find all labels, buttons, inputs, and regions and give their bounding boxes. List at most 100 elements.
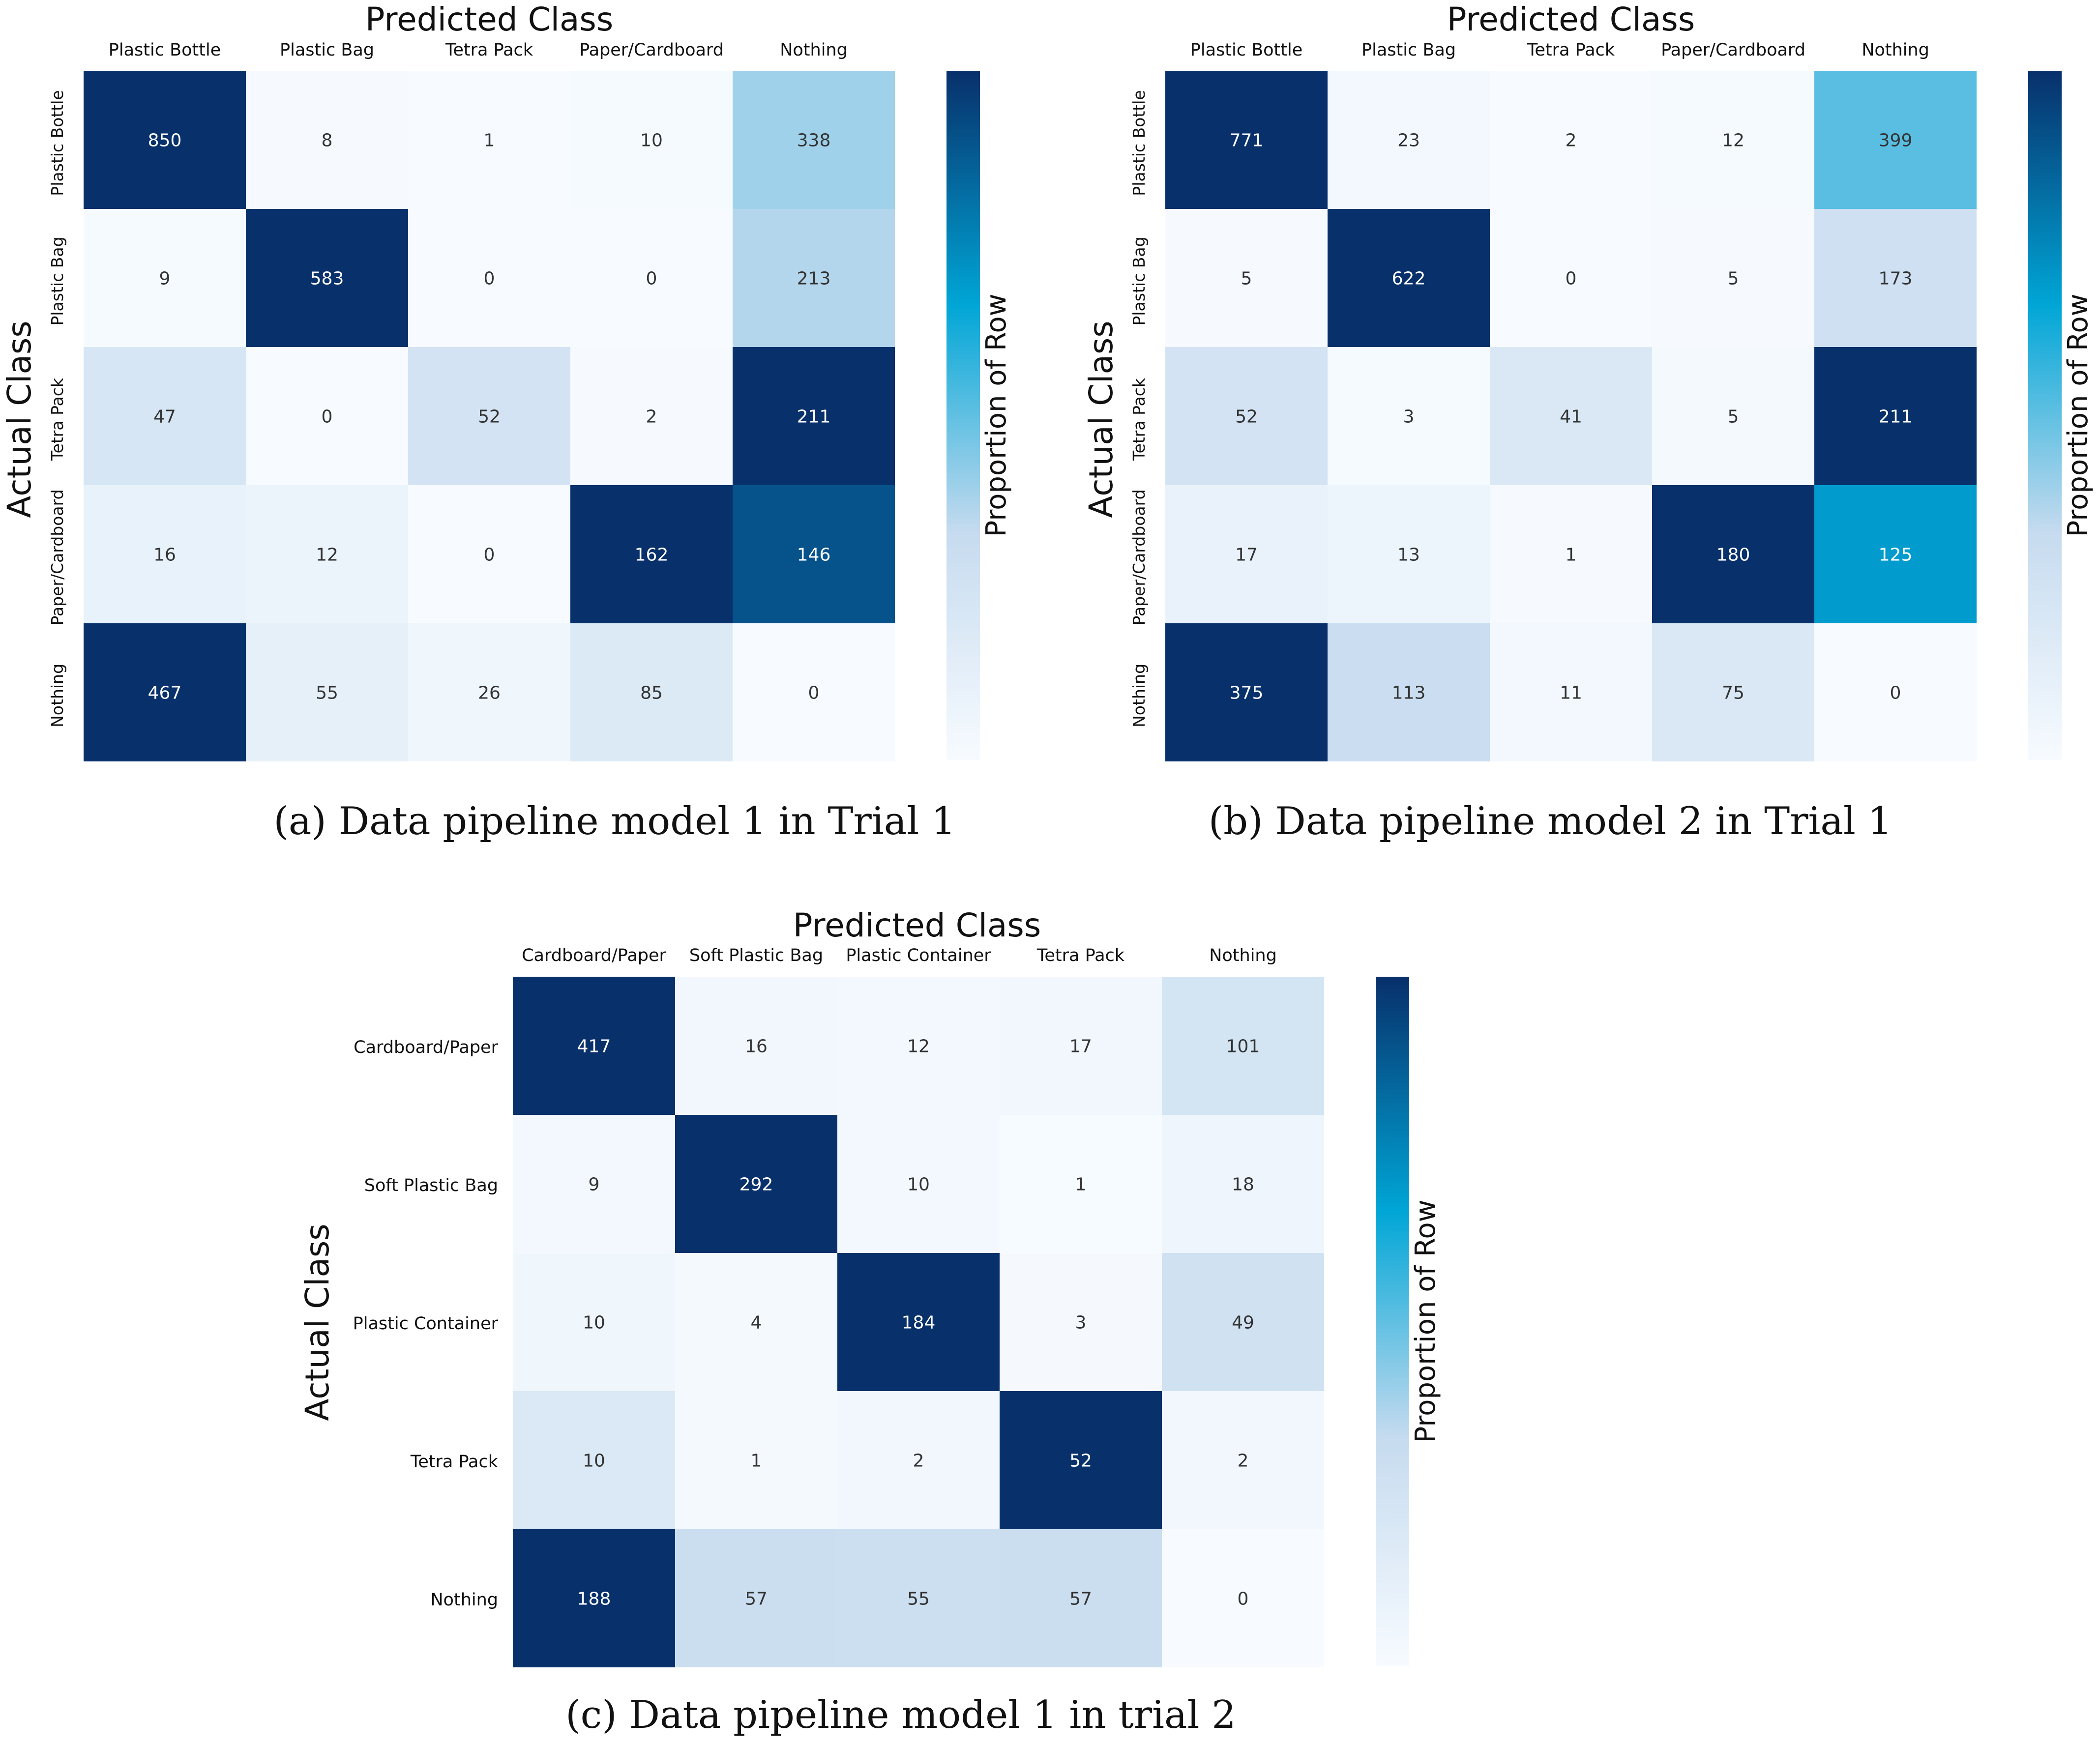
cell-value-label: 0: [808, 683, 820, 703]
cell-value-label: 12: [907, 1037, 930, 1057]
heatmap-cell: [408, 347, 570, 485]
heatmap-cell: [1162, 1391, 1324, 1529]
heatmap-cell: [1328, 485, 1490, 623]
heatmap-cell: [1000, 1529, 1162, 1667]
cell-value-label: 188: [577, 1589, 611, 1609]
column-label: Paper/Cardboard: [1661, 40, 1805, 60]
panel-b: 771 23 2 12 399 5 622 0 5 173 52 3 41 5 211 17 13 1 180 125…: [1082, 0, 2094, 844]
colorbar: [2028, 71, 2062, 760]
cell-value-label: 55: [907, 1589, 930, 1609]
heatmap-cell: [84, 209, 246, 347]
cell-value-label: 26: [478, 683, 501, 703]
column-label: Tetra Pack: [445, 40, 533, 60]
cell-value-label: 17: [1235, 545, 1258, 565]
cell-value-label: 173: [1879, 269, 1913, 289]
heatmap-cell: [1814, 347, 1977, 485]
cell-value-label: 180: [1716, 545, 1750, 565]
cell-value-label: 5: [1241, 269, 1252, 289]
cell-value-label: 1: [751, 1451, 762, 1471]
heatmap-cell: [84, 347, 246, 485]
heatmap-cell: [1165, 485, 1328, 623]
heatmap-cell: [1652, 71, 1814, 209]
row-labels: Plastic Bottle Plastic Bag Tetra Pack Pa…: [1129, 90, 1149, 728]
cell-value-label: 0: [646, 269, 657, 289]
cell-value-label: 0: [1890, 683, 1901, 703]
column-labels: Plastic Bottle Plastic Bag Tetra Pack Pa…: [1190, 40, 1929, 60]
column-label: Paper/Cardboard: [579, 40, 724, 60]
heatmap-cell: [408, 623, 570, 761]
column-labels: Plastic Bottle Plastic Bag Tetra Pack Pa…: [109, 40, 848, 60]
heatmap-cell: [1814, 485, 1977, 623]
heatmap-cell: [733, 71, 895, 209]
cell-value-label: 338: [797, 131, 831, 151]
cell-value-label: 211: [1879, 407, 1913, 427]
cell-value-label: 23: [1397, 131, 1420, 151]
cell-value-label: 211: [797, 407, 831, 427]
predicted-class-title: Predicted Class: [365, 0, 613, 38]
actual-class-label: Actual Class: [1082, 320, 1120, 518]
heatmap-cell: [1165, 347, 1328, 485]
colorbar-label: Proportion of Row: [2062, 294, 2094, 537]
heatmap-cell: [246, 347, 408, 485]
cell-value-label: 18: [1232, 1175, 1254, 1195]
cell-value-label: 2: [646, 407, 657, 427]
cell-value-label: 10: [583, 1451, 605, 1471]
cell-value-label: 52: [478, 407, 501, 427]
heatmap-cell: [1000, 1115, 1162, 1253]
column-label: Tetra Pack: [1036, 946, 1125, 965]
cell-value-label: 771: [1230, 131, 1264, 151]
column-label: Plastic Bag: [280, 40, 374, 60]
cell-value-label: 13: [1397, 545, 1420, 565]
row-label: Tetra Pack: [1129, 378, 1149, 461]
row-label: Nothing: [430, 1590, 498, 1610]
cell-value-label: 467: [148, 683, 182, 703]
cell-value-label: 49: [1232, 1313, 1254, 1333]
cell-value-label: 1: [484, 131, 495, 151]
heatmap-cell: [675, 1115, 837, 1253]
cell-value-label: 417: [577, 1037, 611, 1057]
column-label: Plastic Container: [846, 946, 991, 965]
cell-value-label: 0: [1238, 1589, 1249, 1609]
cell-value-label: 583: [310, 269, 344, 289]
row-label: Nothing: [1129, 664, 1149, 728]
column-label: Soft Plastic Bag: [689, 946, 823, 965]
colorbar: [946, 71, 980, 760]
heatmap-cell: [513, 1391, 675, 1529]
heatmap-cell: [570, 623, 733, 761]
heatmap-cell: [675, 977, 837, 1115]
cell-value-label: 0: [322, 407, 333, 427]
heatmap-cell: [1490, 623, 1652, 761]
cell-value-label: 8: [322, 131, 333, 151]
heatmap-cell: [1162, 977, 1324, 1115]
heatmap-cell: [1814, 623, 1977, 761]
heatmap-cell: [675, 1391, 837, 1529]
row-label: Paper/Cardboard: [48, 489, 67, 625]
heatmap-cell: [1652, 623, 1814, 761]
heatmap-cell: [570, 209, 733, 347]
heatmap-cell: [408, 485, 570, 623]
cell-value-label: 3: [1403, 407, 1415, 427]
column-label: Tetra Pack: [1527, 40, 1615, 60]
heatmap-cell: [1490, 347, 1652, 485]
cell-value-label: 57: [745, 1589, 768, 1609]
cell-value-label: 10: [640, 131, 663, 151]
column-label: Plastic Bag: [1361, 40, 1456, 60]
row-label: Plastic Bag: [48, 236, 67, 325]
cell-value-label: 0: [484, 269, 495, 289]
heatmap-cell: [1165, 623, 1328, 761]
cell-value-label: 9: [159, 269, 171, 289]
cell-value-label: 16: [745, 1037, 768, 1057]
cell-value-label: 162: [635, 545, 669, 565]
cell-value-label: 47: [153, 407, 176, 427]
heatmap-cell: [1165, 209, 1328, 347]
heatmap-cell: [1814, 209, 1977, 347]
cell-value-label: 5: [1728, 269, 1739, 289]
row-label: Tetra Pack: [48, 378, 67, 461]
cell-value-label: 1: [1566, 545, 1577, 565]
heatmap-cell: [837, 1391, 1000, 1529]
cell-value-label: 12: [1722, 131, 1745, 151]
heatmap-cells: 771 23 2 12 399 5 622 0 5 173 52 3 41 5 211 17 13 1 180 125…: [1165, 71, 1977, 761]
caption: (a) Data pipeline model 1 in Trial 1: [273, 799, 955, 844]
cell-value-label: 16: [153, 545, 176, 565]
